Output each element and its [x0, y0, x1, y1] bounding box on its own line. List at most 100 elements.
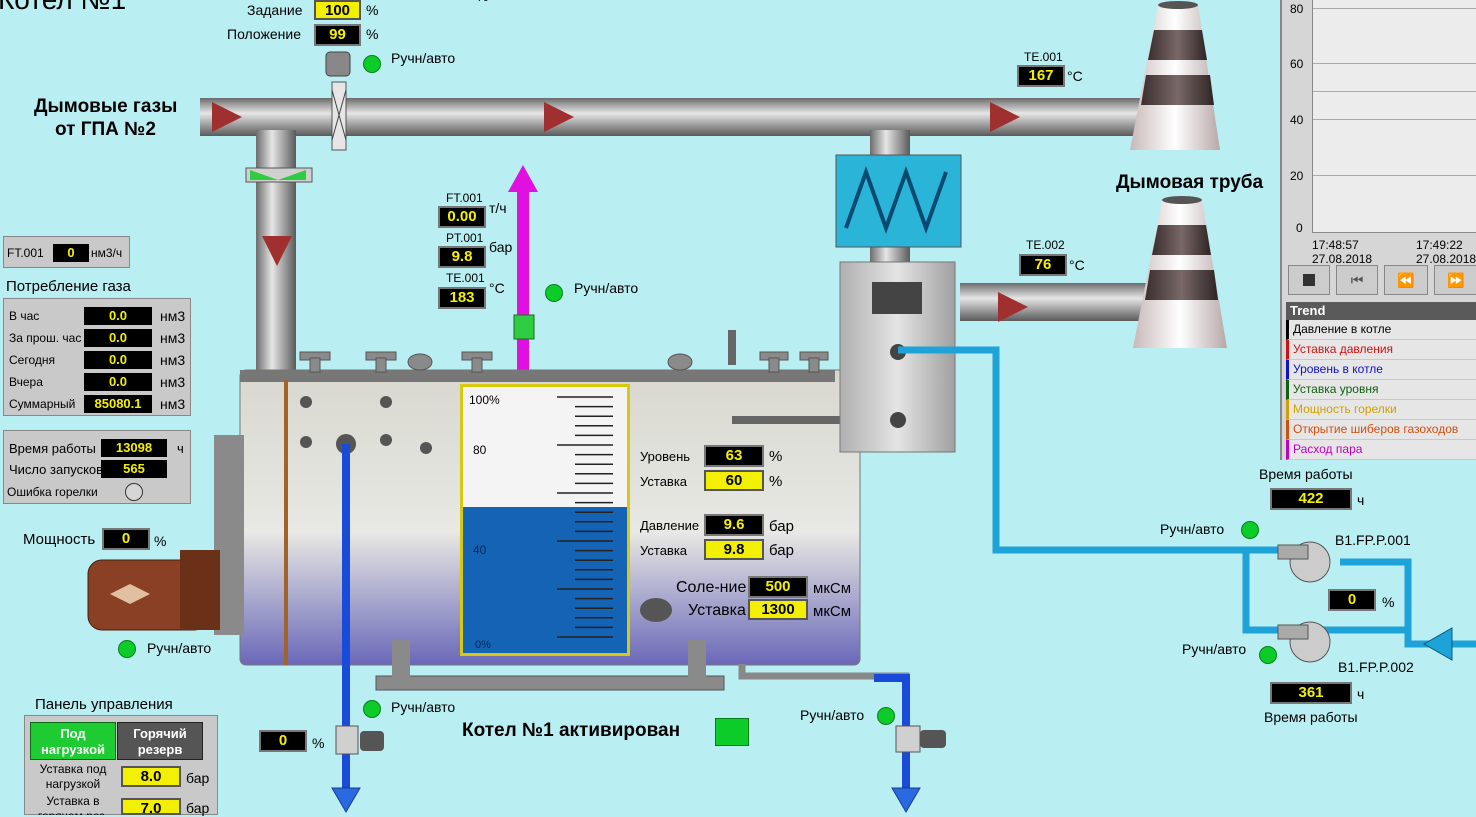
trend-first-button[interactable]: ⏮ — [1336, 265, 1378, 295]
drain-mode-indicator[interactable] — [877, 707, 895, 725]
trend-legend-item[interactable]: Уровень в котле — [1286, 360, 1476, 380]
gas-row-unit: нм3 — [160, 330, 186, 346]
burner-power-unit: % — [154, 533, 167, 549]
forward-icon: ⏩ — [1447, 271, 1465, 288]
steam-valve-icon — [513, 314, 535, 340]
mode-load-button[interactable]: Под нагрузкой — [30, 722, 116, 760]
burner-error-label: Ошибка горелки — [7, 485, 98, 499]
reserve-setpoint-input[interactable]: 7.0 — [121, 798, 181, 817]
reserve-setpoint-unit: бар — [186, 800, 210, 816]
gas-row-value: 85080.1 — [84, 395, 152, 413]
trend-date-start: 27.08.2018 — [1312, 252, 1373, 266]
gas-row-label: В час — [9, 309, 40, 323]
gauge-tick-0: 0% — [475, 639, 491, 651]
pump-1-mode-indicator[interactable] — [1241, 521, 1259, 539]
trend-y-tick: 80 — [1290, 2, 1304, 16]
runtime-value: 13098 — [101, 439, 167, 457]
trend-forward-button[interactable]: ⏩ — [1434, 265, 1476, 295]
pump-2-mode-label[interactable]: Ручн/авто — [1182, 641, 1247, 657]
damper-setpoint-input[interactable]: 100 — [314, 0, 361, 20]
steam-pipe — [517, 190, 529, 370]
trend-legend-item[interactable]: Мощность горелки — [1286, 400, 1476, 420]
pump-2-mode-indicator[interactable] — [1259, 646, 1277, 664]
flue-gas-label-2: от ГПА №2 — [55, 119, 156, 140]
gas-row-value: 0.0 — [84, 373, 152, 391]
burner-icon — [87, 550, 220, 631]
te001-tag: TE.001 — [1024, 50, 1063, 64]
level-gauge: 100% 80 40 0% — [460, 384, 630, 656]
steam-te-value: 183 — [438, 287, 486, 309]
chimney-1-icon — [1130, 1, 1220, 150]
load-setpoint-input[interactable]: 8.0 — [121, 766, 181, 787]
gas-row-label: Вчера — [9, 375, 43, 389]
pump-1-mode-label[interactable]: Ручн/авто — [1160, 521, 1225, 537]
steam-arrow-icon — [508, 165, 538, 192]
trend-time-start: 17:48:57 — [1312, 238, 1359, 252]
salt-setpoint-input[interactable]: 1300 — [748, 599, 808, 620]
rewind-icon: ⏪ — [1397, 271, 1415, 288]
trend-panel: 80 60 40 20 0 17:48:57 27.08.2018 17:49:… — [1280, 0, 1476, 460]
steam-mode-indicator[interactable] — [545, 284, 563, 302]
damper-mode-label[interactable]: Ручн/авто — [391, 50, 456, 66]
pump-speed-unit: % — [1382, 594, 1395, 610]
chimney-label: Дымовая труба — [1116, 172, 1264, 193]
trend-rewind-button[interactable]: ⏪ — [1384, 265, 1428, 295]
flow-arrow-icon — [990, 102, 1020, 132]
steam-mode-label[interactable]: Ручн/авто — [574, 280, 639, 296]
pressure-setpoint-label: Уставка — [640, 543, 688, 558]
feed-water-pipe — [898, 346, 1246, 554]
salt-unit: мкСм — [813, 580, 852, 597]
chimney-feed-pipe — [960, 283, 1150, 321]
trend-stop-button[interactable] — [1288, 265, 1330, 295]
stop-icon — [1303, 274, 1315, 286]
trend-legend-item[interactable]: Расход пара — [1286, 440, 1476, 460]
trend-legend-item[interactable]: Давление в котле — [1286, 320, 1476, 340]
gas-row-label: За прош. час — [9, 331, 82, 345]
gauge-tick-80: 80 — [473, 443, 487, 457]
trend-y-tick: 0 — [1296, 221, 1303, 235]
blowdown-pipe — [342, 444, 350, 789]
gas-row-unit: нм3 — [160, 374, 186, 390]
trend-legend-item[interactable]: Уставка давления — [1286, 340, 1476, 360]
flue-gas-pipe — [200, 98, 1145, 136]
load-setpoint-label: Уставка под нагрузкой — [39, 762, 107, 791]
te002-value: 76 — [1019, 254, 1067, 276]
gas-row-label: Суммарный — [9, 397, 76, 411]
gauge-tick-40: 40 — [473, 543, 487, 557]
gas-row-value: 0.0 — [84, 351, 152, 369]
pump-2-runtime-value: 361 — [1270, 682, 1352, 704]
level-setpoint-label: Уставка — [640, 474, 688, 489]
pressure-setpoint-input[interactable]: 9.8 — [704, 539, 764, 560]
boiler-status-text: Котел №1 активирован — [462, 720, 681, 741]
trend-time-end: 17:49:22 — [1416, 238, 1463, 252]
blowdown-mode-label[interactable]: Ручн/авто — [391, 699, 456, 715]
level-setpoint-unit: % — [769, 473, 783, 490]
drain-mode-label[interactable]: Ручн/авто — [800, 707, 865, 723]
salt-setpoint-label: Уставка — [688, 602, 746, 619]
mode-reserve-button[interactable]: Горячий резерв — [117, 722, 203, 760]
trend-legend-item[interactable]: Уставка уровня — [1286, 380, 1476, 400]
level-unit: % — [769, 448, 783, 465]
trend-legend-item[interactable]: Открытие шиберов газоходов — [1286, 420, 1476, 440]
gas-row-unit: нм3 — [160, 352, 186, 368]
steam-ft-value: 0.00 — [438, 206, 486, 228]
damper-position-label: Положение — [227, 26, 301, 42]
reserve-setpoint-label: Уставка в горячем рез. — [38, 794, 108, 815]
damper-mode-indicator[interactable] — [363, 55, 381, 73]
burner-mode-label[interactable]: Ручн/авто — [147, 640, 212, 656]
level-value: 63 — [704, 445, 764, 467]
flow-arrow-icon — [544, 102, 574, 132]
salt-value: 500 — [748, 576, 808, 598]
trend-legend: Давление в котле Уставка давления Уровень … — [1286, 320, 1476, 460]
gas-row-value: 0.0 — [84, 329, 152, 347]
blowdown-mode-indicator[interactable] — [363, 700, 381, 718]
burner-mode-indicator[interactable] — [118, 640, 136, 658]
level-setpoint-input[interactable]: 60 — [704, 470, 764, 491]
trend-plot[interactable] — [1312, 0, 1476, 233]
flue-gas-label-1: Дымовые газы — [34, 96, 178, 117]
flow-arrow-icon — [998, 292, 1028, 322]
pump-2-icon — [1277, 621, 1331, 663]
pump-speed-value: 0 — [1328, 589, 1376, 611]
gas-row-unit: нм3 — [160, 396, 186, 412]
